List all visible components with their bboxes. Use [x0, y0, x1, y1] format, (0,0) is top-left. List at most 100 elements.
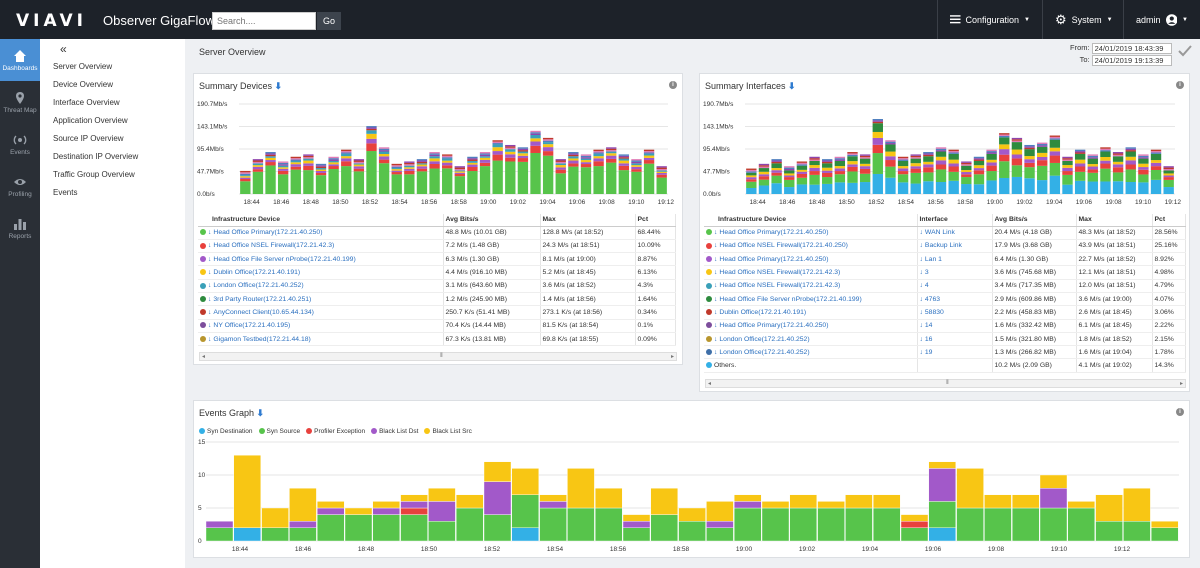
nav-events[interactable]: Events	[0, 123, 40, 165]
info-icon[interactable]: i	[669, 81, 677, 89]
legend-item[interactable]: Syn Source	[258, 428, 300, 435]
interface-link[interactable]: 58830	[924, 308, 944, 316]
drilldown-arrow-icon[interactable]: ↓	[714, 255, 718, 263]
menu-item-traffic-group-overview[interactable]: Traffic Group Overview	[53, 170, 135, 179]
table-row[interactable]: Others. 10.2 M/s (2.09 GB) 4.1 M/s (at 19:…	[704, 358, 1186, 373]
device-link[interactable]: Head Office NSEL Firewall(172.21.40.250)	[719, 242, 848, 250]
table-row[interactable]: ↓ Head Office NSEL Firewall(172.21.42.3) 7…	[198, 239, 676, 254]
device-link[interactable]: Head Office NSEL Firewall(172.21.42.3)	[719, 269, 841, 277]
system-menu[interactable]: ⚙ System ▼	[1042, 0, 1123, 39]
table-row[interactable]: ↓ Head Office NSEL Firewall(172.21.42.3) ↓…	[704, 265, 1186, 280]
user-menu[interactable]: admin ▼	[1123, 0, 1200, 39]
menu-item-source-ip-overview[interactable]: Source IP Overview	[53, 134, 124, 143]
nav-reports[interactable]: Reports	[0, 207, 40, 249]
viavi-logo[interactable]: VIAVI	[16, 11, 87, 31]
device-link[interactable]: London Office(172.21.40.252)	[719, 348, 810, 356]
device-link[interactable]: Dublin Office(172.21.40.191)	[213, 269, 301, 277]
menu-item-application-overview[interactable]: Application Overview	[53, 116, 128, 125]
from-date-input[interactable]: 24/01/2019 18:43:39	[1091, 42, 1172, 54]
drilldown-arrow-icon[interactable]: ↓	[919, 282, 923, 290]
menu-item-device-overview[interactable]: Device Overview	[53, 80, 114, 89]
interface-link[interactable]: Lan 1	[924, 255, 942, 263]
drilldown-arrow-icon[interactable]: ↓	[208, 229, 212, 237]
drilldown-arrow-icon[interactable]: ↓	[208, 322, 212, 330]
drilldown-arrow-icon[interactable]: ↓	[919, 269, 923, 277]
device-link[interactable]: Others.	[714, 362, 737, 370]
interface-link[interactable]: 4763	[924, 295, 941, 303]
table-row[interactable]: ↓ AnyConnect Client(10.65.44.134) 250.7 K/…	[198, 305, 676, 320]
menu-item-destination-ip-overview[interactable]: Destination IP Overview	[53, 152, 139, 161]
drilldown-arrow-icon[interactable]: ↓	[714, 322, 718, 330]
col-header[interactable]: Max	[540, 214, 636, 227]
nav-threat-map[interactable]: Threat Map	[0, 81, 40, 123]
device-link[interactable]: NY Office(172.21.40.195)	[213, 322, 291, 330]
col-header[interactable]: Interface	[917, 214, 993, 227]
legend-item[interactable]: Profiler Exception	[306, 428, 365, 435]
device-link[interactable]: Head Office NSEL Firewall(172.21.42.3)	[213, 242, 335, 250]
table-row[interactable]: ↓ Dublin Office(172.21.40.191) 4.4 M/s (91…	[198, 265, 676, 280]
drilldown-arrow-icon[interactable]: ↓	[208, 295, 212, 303]
table-row[interactable]: ↓ Dublin Office(172.21.40.191) ↓ 58830 2.2 M…	[704, 305, 1186, 320]
download-icon[interactable]: ⬇	[788, 81, 796, 91]
drilldown-arrow-icon[interactable]: ↓	[208, 242, 212, 250]
drilldown-arrow-icon[interactable]: ↓	[714, 295, 718, 303]
drilldown-arrow-icon[interactable]: ↓	[208, 269, 212, 277]
drilldown-arrow-icon[interactable]: ↓	[208, 255, 212, 263]
table-row[interactable]: ↓ 3rd Party Router(172.21.40.251) 1.2 M/s …	[198, 292, 676, 307]
col-header[interactable]: Pct	[635, 214, 676, 227]
apply-check-icon[interactable]	[1178, 45, 1192, 57]
drilldown-arrow-icon[interactable]: ↓	[919, 308, 923, 316]
drilldown-arrow-icon[interactable]: ↓	[714, 335, 718, 343]
drilldown-arrow-icon[interactable]: ↓	[208, 335, 212, 343]
device-link[interactable]: Gigamon Testbed(172.21.44.18)	[213, 335, 311, 343]
drilldown-arrow-icon[interactable]: ↓	[919, 242, 923, 250]
table-row[interactable]: ↓ London Office(172.21.40.252) ↓ 19 1.3 M/s …	[704, 345, 1186, 360]
info-icon[interactable]: i	[1176, 408, 1184, 416]
device-link[interactable]: Head Office Primary(172.21.40.250)	[213, 229, 323, 237]
interface-link[interactable]: 4	[924, 282, 929, 290]
table-row[interactable]: ↓ NY Office(172.21.40.195) 70.4 K/s (14.44…	[198, 319, 676, 333]
drilldown-arrow-icon[interactable]: ↓	[919, 255, 923, 263]
table-row[interactable]: ↓ Head Office Primary(172.21.40.250) ↓ WAN …	[704, 226, 1186, 240]
drilldown-arrow-icon[interactable]: ↓	[714, 348, 718, 356]
drilldown-arrow-icon[interactable]: ↓	[714, 242, 718, 250]
interface-link[interactable]: WAN Link	[924, 229, 955, 237]
col-header[interactable]: Infrastructure Device	[198, 214, 444, 227]
device-link[interactable]: Dublin Office(172.21.40.191)	[719, 308, 807, 316]
interface-link[interactable]: 19	[924, 348, 933, 356]
table-row[interactable]: ↓ Head Office File Server nProbe(172.21.4…	[704, 292, 1186, 307]
table-row[interactable]: ↓ Head Office File Server nProbe(172.21.4…	[198, 252, 676, 267]
horizontal-scrollbar[interactable]: ◂ ⦀ ▸	[199, 352, 677, 361]
device-link[interactable]: Head Office Primary(172.21.40.250)	[719, 255, 829, 263]
device-link[interactable]: 3rd Party Router(172.21.40.251)	[213, 295, 312, 303]
legend-item[interactable]: Syn Destination	[199, 428, 253, 435]
drilldown-arrow-icon[interactable]: ↓	[714, 229, 718, 237]
go-button[interactable]: Go	[317, 12, 341, 30]
drilldown-arrow-icon[interactable]: ↓	[919, 348, 923, 356]
device-link[interactable]: Head Office File Server nProbe(172.21.40…	[213, 255, 356, 263]
info-icon[interactable]: i	[1176, 81, 1184, 89]
col-header[interactable]: Pct	[1152, 214, 1186, 227]
interface-link[interactable]: Backup Link	[924, 242, 962, 250]
nav-profiling[interactable]: Profiling	[0, 165, 40, 207]
drilldown-arrow-icon[interactable]: ↓	[208, 282, 212, 290]
interface-link[interactable]: 14	[924, 322, 933, 330]
drilldown-arrow-icon[interactable]: ↓	[919, 335, 923, 343]
drilldown-arrow-icon[interactable]: ↓	[208, 308, 212, 316]
col-header[interactable]: Avg Bits/s	[992, 214, 1077, 227]
table-row[interactable]: ↓ Head Office NSEL Firewall(172.21.42.3) ↓…	[704, 279, 1186, 293]
interface-link[interactable]: 3	[924, 269, 929, 277]
device-link[interactable]: Head Office File Server nProbe(172.21.40…	[719, 295, 862, 303]
menu-item-events[interactable]: Events	[53, 188, 78, 197]
collapse-menu-icon[interactable]: «	[60, 42, 67, 56]
table-row[interactable]: ↓ London Office(172.21.40.252) ↓ 16 1.5 M/s …	[704, 332, 1186, 347]
col-header[interactable]: Max	[1076, 214, 1153, 227]
table-row[interactable]: ↓ Head Office Primary(172.21.40.250) ↓ Lan …	[704, 252, 1186, 267]
drilldown-arrow-icon[interactable]: ↓	[919, 322, 923, 330]
download-icon[interactable]: ⬇	[256, 408, 265, 418]
interface-link[interactable]: 16	[924, 335, 933, 343]
table-row[interactable]: ↓ Head Office Primary(172.21.40.250) ↓ 14 1.…	[704, 319, 1186, 333]
to-date-input[interactable]: 24/01/2019 19:13:39	[1091, 54, 1172, 66]
device-link[interactable]: London Office(172.21.40.252)	[719, 335, 810, 343]
legend-item[interactable]: Black List Dst	[371, 428, 418, 435]
